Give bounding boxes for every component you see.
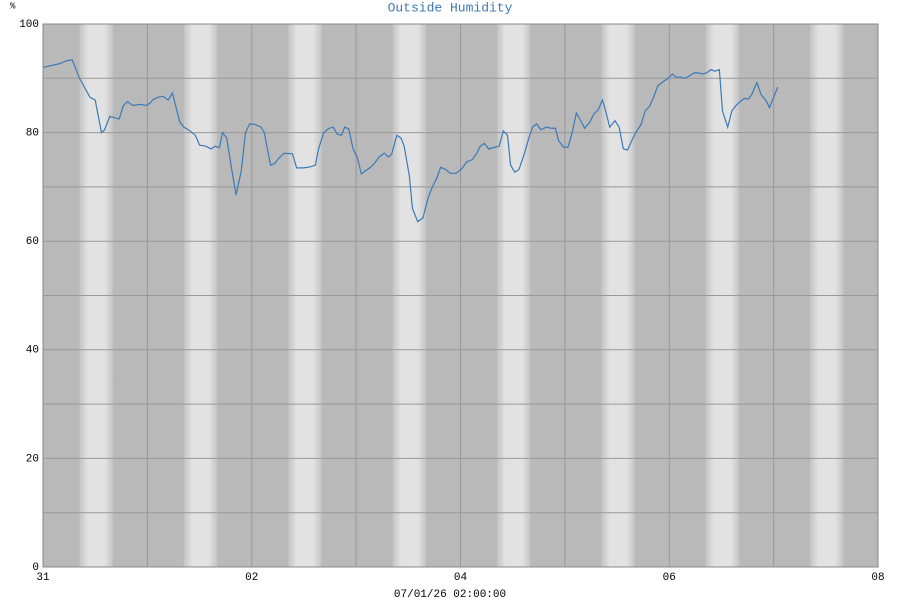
x-tick-label: 08 <box>871 572 884 584</box>
x-tick-label: 04 <box>454 572 468 584</box>
data-line <box>42 59 779 223</box>
x-tick-label: 02 <box>245 572 258 584</box>
x-axis-label: 07/01/26 02:00:00 <box>394 589 506 600</box>
y-tick-label: 100 <box>19 19 39 31</box>
y-tick-label: 20 <box>26 453 39 465</box>
x-tick-label: 06 <box>663 572 676 584</box>
y-tick-label: 0 <box>32 562 39 574</box>
y-axis-label: % <box>10 1 16 11</box>
y-tick-label: 60 <box>26 236 39 248</box>
x-tick-label: 31 <box>36 572 50 584</box>
y-tick-label: 40 <box>26 345 39 357</box>
plot-background <box>42 23 879 568</box>
y-tick-label: 80 <box>26 128 39 140</box>
chart-title: Outside Humidity <box>388 0 513 15</box>
plot-frame <box>42 23 879 568</box>
